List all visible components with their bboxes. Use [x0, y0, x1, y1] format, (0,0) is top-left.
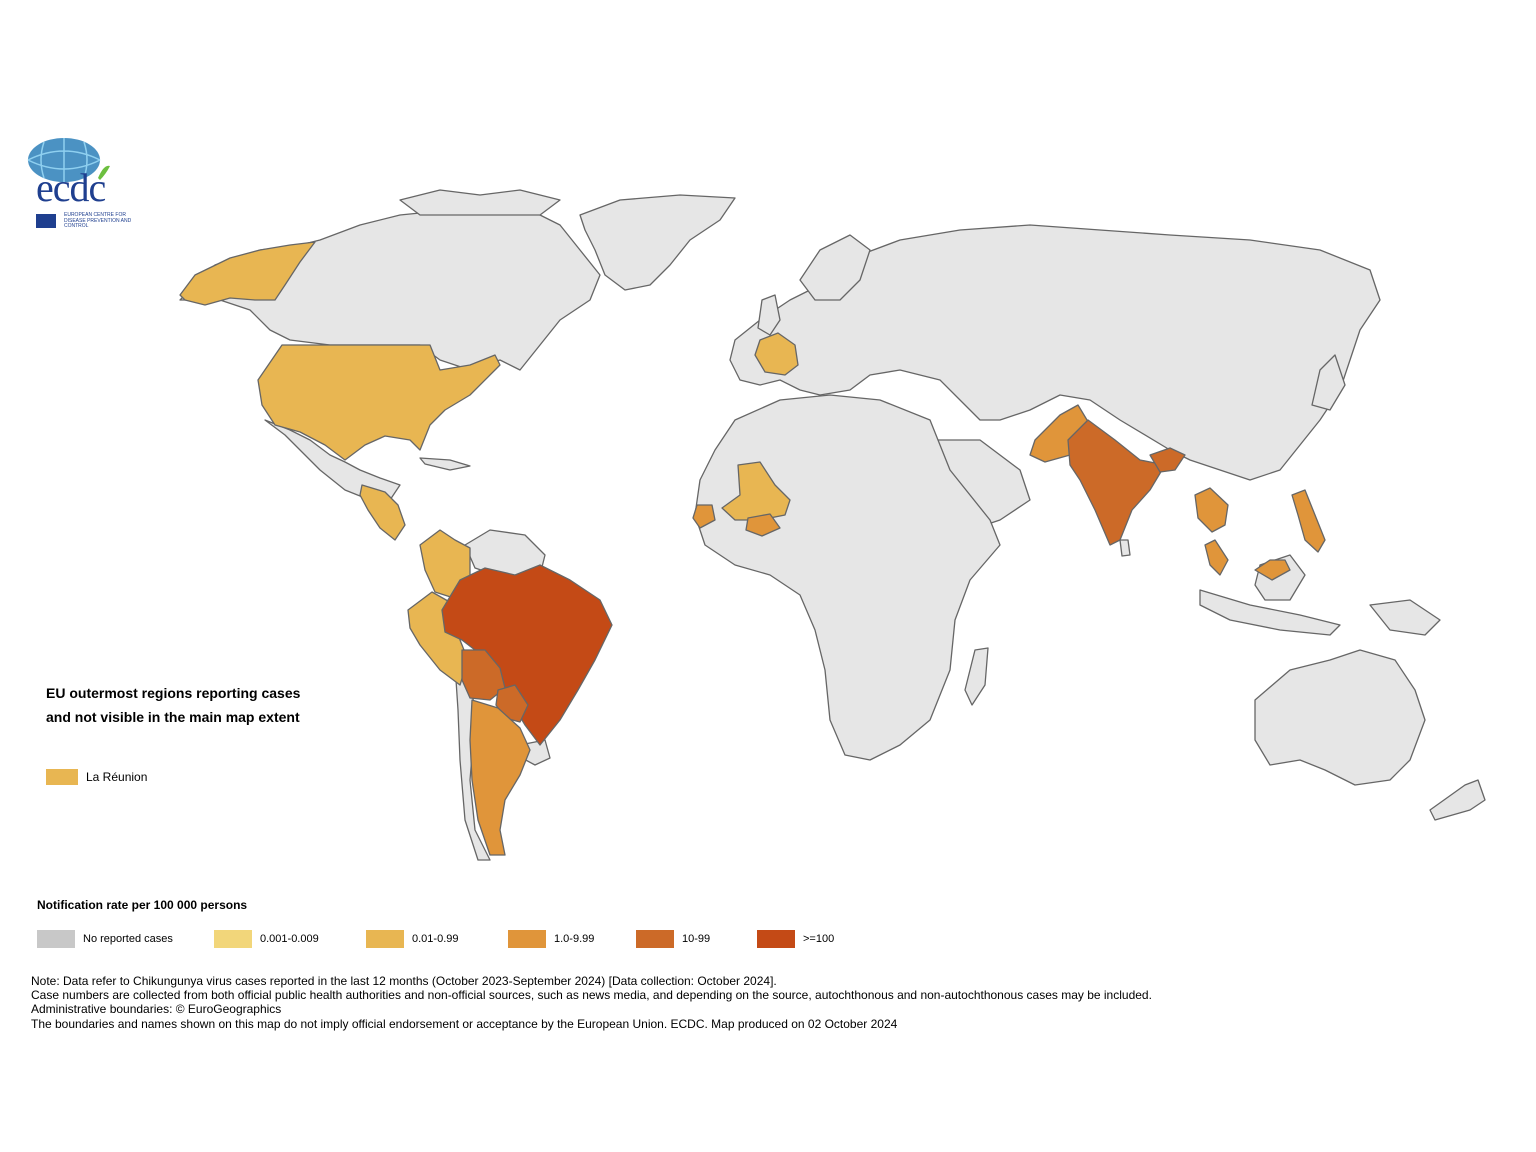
- note-line: Note: Data refer to Chikungunya virus ca…: [31, 974, 777, 988]
- map-region-bangladesh: [1149, 447, 1186, 473]
- legend-swatch: [37, 930, 75, 948]
- map-notes: Note: Data refer to Chikungunya virus ca…: [31, 974, 1431, 1031]
- map-region-india: [1067, 419, 1166, 546]
- legend-swatch: [46, 769, 78, 785]
- legend-label: 0.01-0.99: [412, 933, 459, 945]
- map-region-thailand: [1194, 487, 1229, 533]
- map-region-united-states: [257, 344, 501, 461]
- cuba: [419, 457, 471, 471]
- mexico: [264, 419, 401, 501]
- sri-lanka: [1119, 539, 1131, 557]
- legend-swatch: [214, 930, 252, 948]
- legend-label: 0.001-0.009: [260, 933, 319, 945]
- map-region-malaysia: [1204, 539, 1229, 576]
- globe-icon: [27, 138, 110, 182]
- legend-swatch: [757, 930, 795, 948]
- japan: [1311, 354, 1346, 411]
- ecdc-logo: ecdc European Centre for Disease Prevent…: [14, 134, 131, 234]
- new-zealand: [1429, 779, 1486, 821]
- legend: No reported cases 0.001-0.009 0.01-0.99 …: [37, 930, 937, 950]
- legend-label: >=100: [803, 933, 835, 945]
- logo-subtitle: European Centre for Disease Prevention a…: [64, 212, 132, 229]
- venezuela: [464, 529, 546, 579]
- map-region-burkina-faso: [745, 513, 781, 537]
- map-region-philippines: [1291, 489, 1326, 553]
- eu-flag-icon: [36, 214, 56, 228]
- outermost-regions: EU outermost regions reporting cases and…: [46, 682, 306, 785]
- map-region-malaysia-borneo: [1254, 559, 1291, 581]
- legend-label: 1.0-9.99: [554, 933, 595, 945]
- map-region-alaska: [179, 241, 316, 306]
- legend-label: No reported cases: [83, 933, 173, 945]
- uk: [757, 294, 781, 336]
- outermost-item-label: La Réunion: [86, 770, 148, 784]
- greenland: [579, 194, 736, 291]
- map-region-senegal: [692, 504, 716, 529]
- australia: [1254, 649, 1426, 786]
- map-region-brazil: [441, 564, 613, 746]
- madagascar: [964, 647, 989, 706]
- legend-swatch: [636, 930, 674, 948]
- outermost-item: La Réunion: [46, 769, 246, 785]
- map-region-argentina: [469, 699, 531, 856]
- indonesia: [1199, 589, 1341, 636]
- note-line: Case numbers are collected from both off…: [31, 988, 1152, 1003]
- canada: [179, 199, 601, 371]
- scandinavia: [799, 234, 871, 301]
- legend-title: Notification rate per 100 000 persons: [37, 898, 248, 912]
- new-guinea: [1369, 599, 1441, 636]
- map-region-france: [754, 332, 799, 376]
- logo-wordmark: ecdc: [36, 165, 106, 210]
- leaf-icon: [98, 165, 110, 180]
- legend-label: 10-99: [682, 933, 711, 945]
- note-line: Administrative boundaries: © EuroGeograp…: [31, 1002, 282, 1017]
- arctic-islands: [399, 189, 561, 216]
- map-region-central-america: [359, 484, 406, 541]
- legend-swatch: [508, 930, 546, 948]
- eurasia: [729, 224, 1381, 481]
- legend-swatch: [366, 930, 404, 948]
- outermost-title: EU outermost regions reporting cases and…: [46, 685, 301, 725]
- note-line: The boundaries and names shown on this m…: [31, 1016, 898, 1031]
